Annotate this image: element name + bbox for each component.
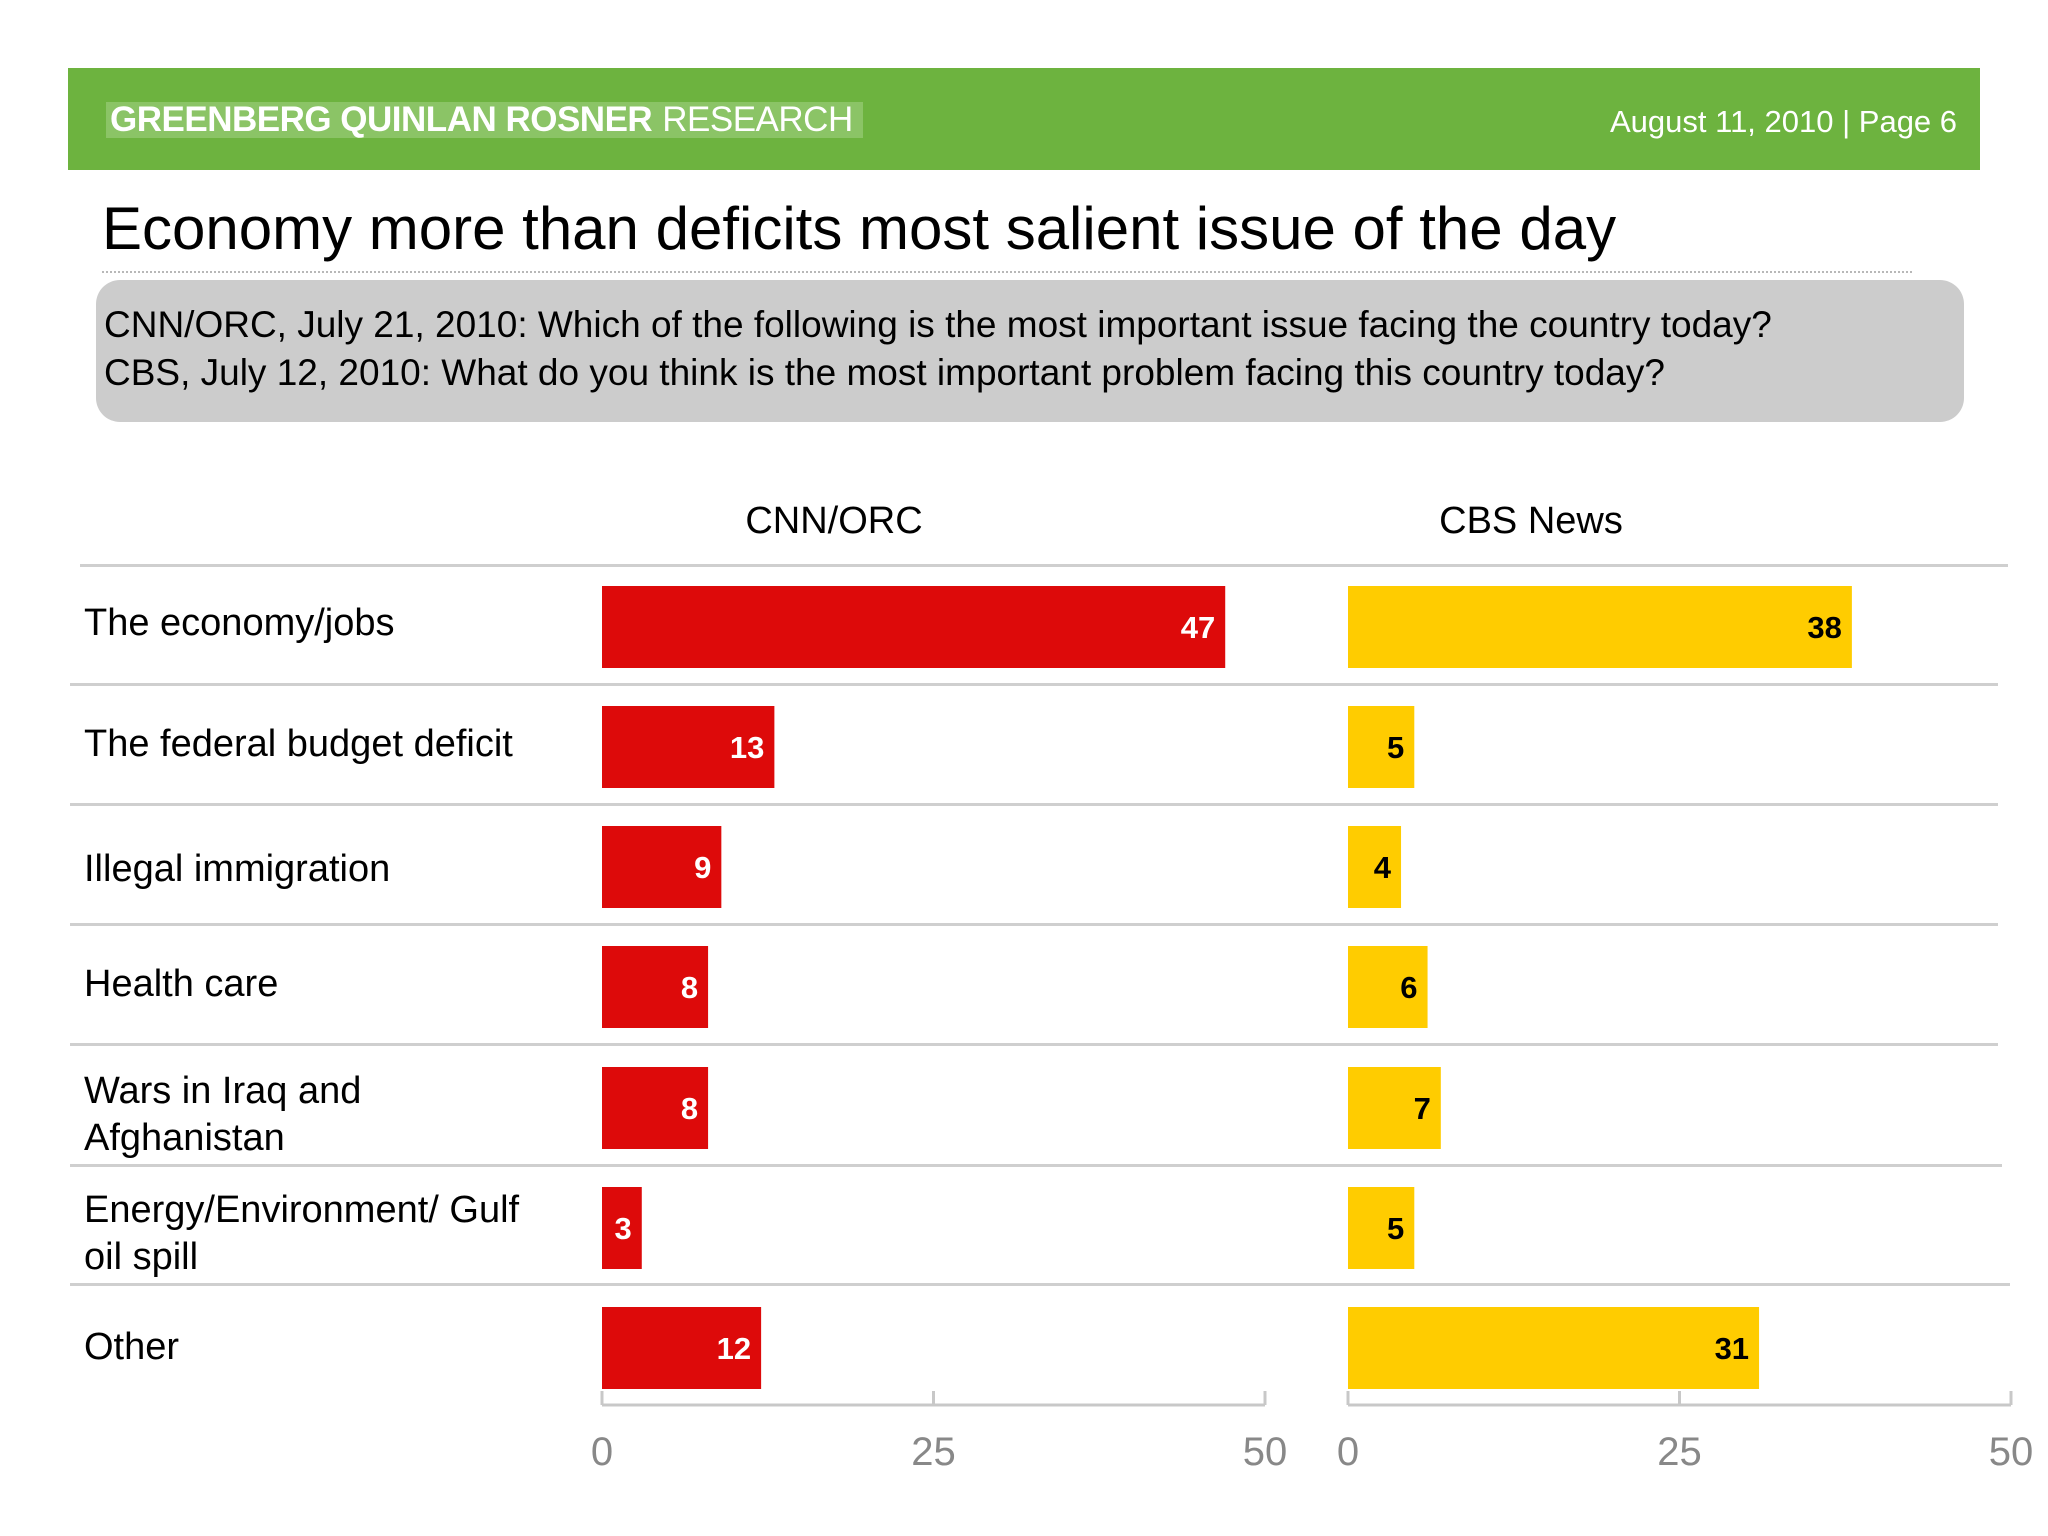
- bar-cbs: [1348, 946, 1428, 1028]
- value-label-cbs: 4: [1374, 850, 1392, 885]
- category-label-health-care: Health care: [84, 963, 279, 1005]
- category-label-wars: Wars in Iraq and Afghanistan: [84, 1070, 362, 1159]
- value-label-cnn: 9: [694, 850, 711, 885]
- bar-cnn: [602, 706, 775, 788]
- category-label-economy: The economy/jobs: [84, 602, 395, 644]
- page-title: Economy more than deficits most salient …: [102, 195, 1617, 262]
- bar-cbs: [1348, 1307, 1760, 1389]
- question-box: CNN/ORC, July 21, 2010: Which of the fol…: [96, 280, 1964, 422]
- bar-cnn: [602, 946, 709, 1028]
- bar-cbs: [1348, 1187, 1415, 1269]
- tick-label-cbs: 50: [1989, 1430, 2034, 1474]
- question-cnn: CNN/ORC, July 21, 2010: Which of the fol…: [104, 304, 1772, 345]
- value-label-cnn: 8: [681, 970, 698, 1005]
- bar-cbs: [1348, 706, 1415, 788]
- title-divider: [102, 271, 1912, 273]
- brand-light-text: RESEARCH: [662, 100, 853, 139]
- bar-cnn: [602, 826, 722, 908]
- bar-cbs: [1348, 1067, 1441, 1149]
- value-label-cbs: 5: [1387, 1211, 1404, 1246]
- row-divider: [70, 1164, 2002, 1167]
- header-bar: GREENBERG QUINLAN ROSNER RESEARCH August…: [68, 68, 1980, 170]
- row-divider: [70, 683, 1998, 686]
- value-label-cnn: 8: [681, 1091, 698, 1126]
- value-label-cbs: 31: [1715, 1331, 1749, 1366]
- brand-bold-text: GREENBERG QUINLAN ROSNER: [110, 100, 653, 139]
- panel-title-cbs: CBS News: [1439, 500, 1623, 542]
- bar-cbs: [1348, 826, 1402, 908]
- category-label-other: Other: [84, 1326, 180, 1368]
- value-label-cbs: 7: [1414, 1091, 1431, 1126]
- row-divider: [80, 564, 2008, 567]
- tick-label-cbs: 0: [1337, 1430, 1359, 1474]
- bar-cnn: [602, 1307, 762, 1389]
- category-label-immigration: Illegal immigration: [84, 848, 391, 890]
- value-label-cnn: 13: [730, 730, 764, 765]
- row-divider: [70, 803, 1998, 806]
- bar-cnn: [602, 1067, 709, 1149]
- row-divider: [70, 1043, 1998, 1046]
- value-label-cbs: 38: [1807, 610, 1841, 645]
- tick-label-cbs: 25: [1657, 1430, 1702, 1474]
- value-label-cbs: 6: [1400, 970, 1417, 1005]
- bar-cbs: [1348, 586, 1852, 668]
- value-label-cnn: 3: [615, 1211, 632, 1246]
- bar-cnn: [602, 1187, 642, 1269]
- bar-cnn: [602, 586, 1226, 668]
- category-label-deficit: The federal budget deficit: [84, 723, 513, 765]
- value-label-cbs: 5: [1387, 730, 1404, 765]
- tick-label-cnn: 50: [1243, 1430, 1288, 1474]
- value-label-cnn: 47: [1181, 610, 1215, 645]
- category-label-energy: Energy/Environment/ Gulf oil spill: [84, 1189, 520, 1278]
- question-cbs: CBS, July 12, 2010: What do you think is…: [104, 352, 1665, 393]
- date-page-label: August 11, 2010 | Page 6: [1610, 104, 1958, 139]
- value-label-cnn: 12: [717, 1331, 751, 1366]
- row-divider: [70, 1283, 2010, 1286]
- tick-label-cnn: 25: [911, 1430, 956, 1474]
- row-divider: [70, 923, 1998, 926]
- brand-logo: GREENBERG QUINLAN ROSNER RESEARCH: [106, 102, 863, 138]
- tick-label-cnn: 0: [591, 1430, 613, 1474]
- panel-title-cnn: CNN/ORC: [745, 500, 923, 542]
